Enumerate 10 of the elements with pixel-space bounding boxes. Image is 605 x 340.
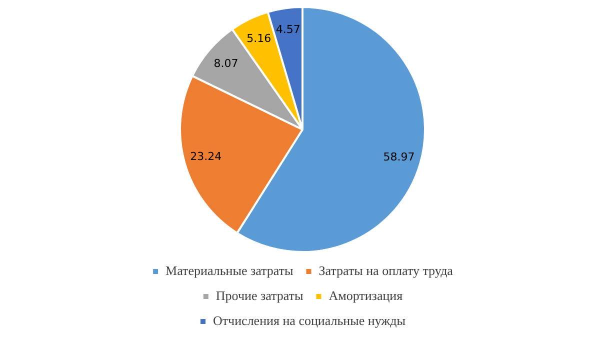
legend-label: Материальные затраты [166, 262, 294, 278]
legend-label: Амортизация [328, 288, 403, 303]
legend-label: Отчисления на социальные нужды [212, 312, 406, 328]
data-label: 58.97 [383, 150, 415, 164]
data-label: 4.57 [276, 22, 300, 36]
data-label: 23.24 [190, 150, 222, 163]
legend-label: Затраты на оплату труда [318, 262, 454, 278]
legend-label: Прочие затраты [216, 288, 304, 303]
data-label: 8.07 [214, 57, 238, 70]
data-label: 5.16 [246, 32, 272, 45]
